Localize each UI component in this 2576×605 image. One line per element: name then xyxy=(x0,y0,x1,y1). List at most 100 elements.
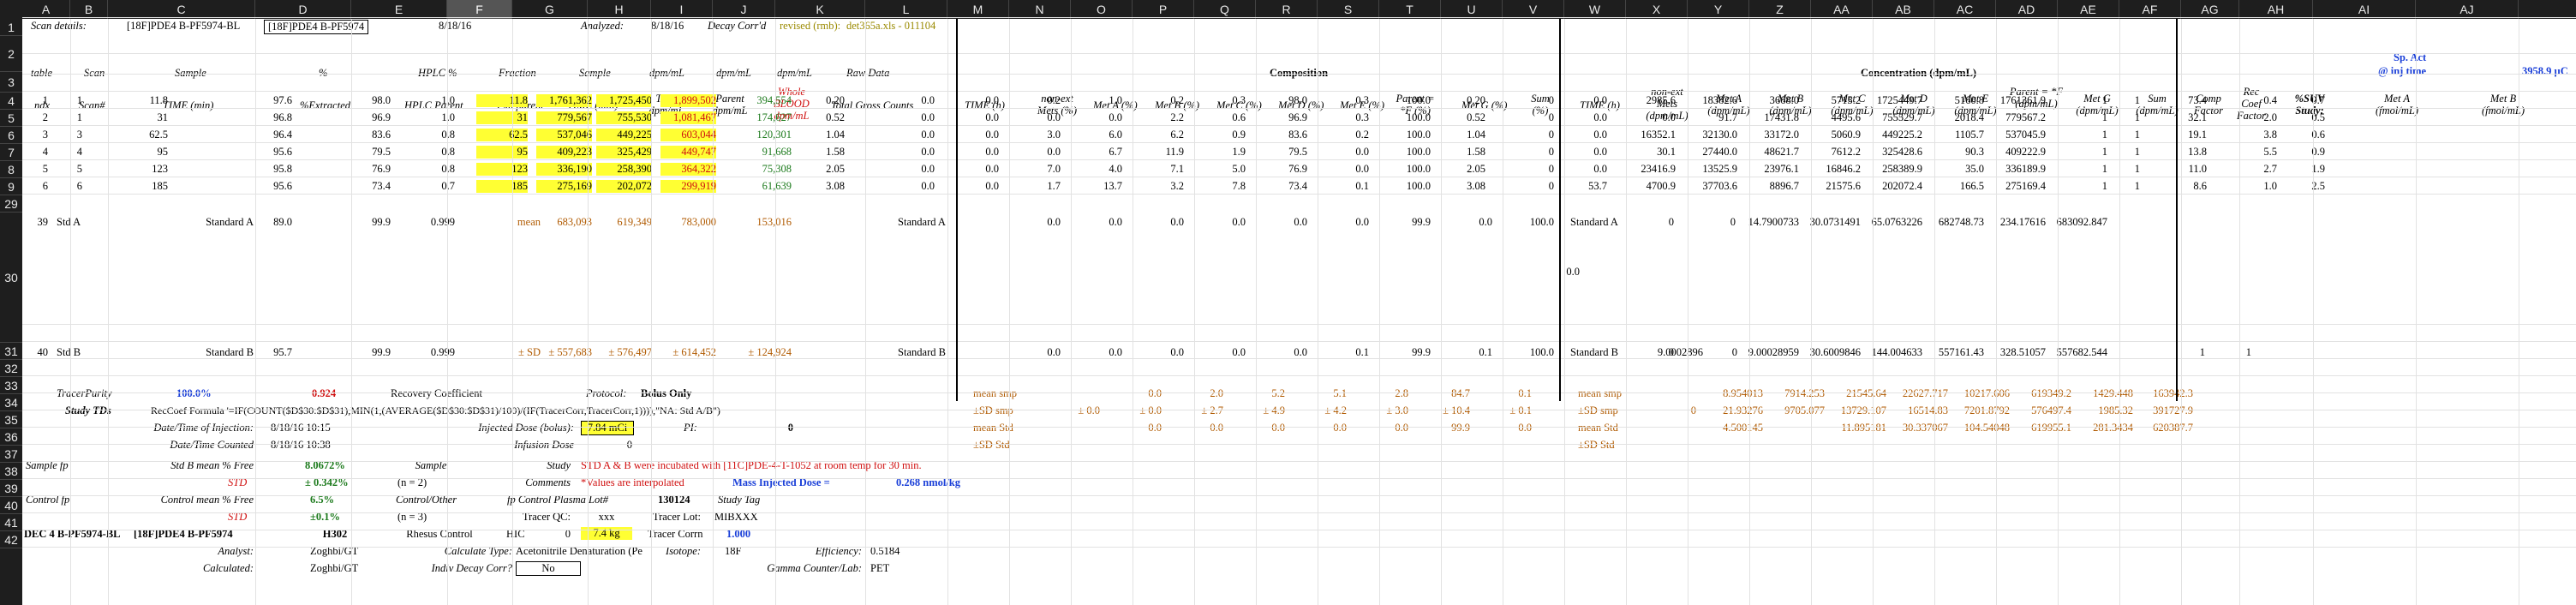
fp-lot-value[interactable]: 130124 xyxy=(658,494,690,506)
data-cell-r9-c5[interactable]: 0.7 xyxy=(441,180,455,192)
data-cell-r6-c19[interactable]: 0.2 xyxy=(1355,129,1369,141)
data-cell-r5-c1[interactable]: 1 xyxy=(76,111,82,123)
indiv-decay-value[interactable]: No xyxy=(516,561,581,576)
data-cell-r8-c34[interactable]: 2.7 xyxy=(2263,163,2277,175)
data-cell-r8-c4[interactable]: 76.9 xyxy=(372,163,391,175)
std-b-c24[interactable]: 0 xyxy=(1731,346,1737,358)
std-a-c14[interactable]: 0.0 xyxy=(1170,216,1184,228)
data-cell-r9-c15[interactable]: 13.7 xyxy=(1103,180,1122,192)
data-cell-r4-c30[interactable]: 1761361.9 xyxy=(1999,94,2046,106)
row-header-32[interactable]: 32 xyxy=(0,360,22,377)
data-cell-r9-c9[interactable]: 299,919 xyxy=(660,180,716,193)
data-cell-r9-c35[interactable]: 2.5 xyxy=(2311,180,2325,192)
std-a-c22[interactable]: 0 xyxy=(1668,216,1674,228)
data-cell-r8-c23[interactable]: 0.0 xyxy=(1593,163,1607,175)
data-cell-r5-c20[interactable]: 100.0 xyxy=(1406,111,1431,123)
conc-sd-smp-ae[interactable]: 391727.9 xyxy=(2153,404,2193,416)
data-cell-r9-c32[interactable]: 1 xyxy=(2134,180,2140,192)
conc-mean-smp-z[interactable]: 21545.64 xyxy=(1846,387,1886,399)
std-value-2[interactable]: ±0.1% xyxy=(310,511,340,523)
pi-value[interactable]: 0 xyxy=(787,422,793,434)
std-b-c13[interactable]: 0.0 xyxy=(1109,346,1122,358)
row-header-38[interactable]: 38 xyxy=(0,463,22,480)
data-cell-r4-c18[interactable]: 98.0 xyxy=(1288,94,1307,106)
data-cell-r7-c27[interactable]: 7612.2 xyxy=(1831,146,1861,158)
column-header-x[interactable]: X xyxy=(1626,0,1688,19)
std-b-mean-value[interactable]: 8.0672% xyxy=(305,459,345,471)
column-header-m[interactable]: M xyxy=(947,0,1009,19)
data-cell-r7-c13[interactable]: 0.0 xyxy=(985,146,999,158)
std-b-c25[interactable]: 9.00028959 xyxy=(1748,346,1799,358)
mean-std-t[interactable]: 99.9 xyxy=(1451,422,1470,434)
data-cell-r7-c4[interactable]: 79.5 xyxy=(372,146,391,158)
std-a-c21[interactable]: Standard A xyxy=(1570,216,1618,228)
column-header-ad[interactable]: AD xyxy=(1996,0,2058,19)
data-cell-r6-c28[interactable]: 449225.2 xyxy=(1882,129,1922,141)
data-cell-r8-c11[interactable]: 2.05 xyxy=(826,163,845,175)
column-header-t[interactable]: T xyxy=(1379,0,1441,19)
std-b-c16[interactable]: 0.0 xyxy=(1294,346,1307,358)
data-cell-r6-c11[interactable]: 1.04 xyxy=(826,129,845,141)
data-cell-r6-c5[interactable]: 0.8 xyxy=(441,129,455,141)
data-cell-r5-c30[interactable]: 779567.2 xyxy=(2005,111,2046,123)
sd-smp-o[interactable]: ± 0.0 xyxy=(1139,404,1162,416)
row-header-30[interactable]: 30 xyxy=(0,213,22,343)
gamma-value[interactable]: PET xyxy=(870,562,890,574)
std-b-c18[interactable]: 99.9 xyxy=(1412,346,1431,358)
column-header-ac[interactable]: AC xyxy=(1934,0,1996,19)
data-cell-r7-c24[interactable]: 30.1 xyxy=(1657,146,1676,158)
conc-mean-std-ac[interactable]: 619955.1 xyxy=(2031,422,2071,434)
data-cell-r9-c2[interactable]: 185 xyxy=(152,180,168,192)
data-cell-r5-c18[interactable]: 96.9 xyxy=(1288,111,1307,123)
data-cell-r6-c31[interactable]: 1 xyxy=(2101,129,2107,141)
column-header-w[interactable]: W xyxy=(1564,0,1626,19)
data-cell-r8-c28[interactable]: 258389.9 xyxy=(1882,163,1922,175)
conc-mean-std-x[interactable]: 4.500145 xyxy=(1723,422,1763,434)
conc-sd-smp-ab[interactable]: 7201.8792 xyxy=(1963,404,2010,416)
data-cell-r8-c13[interactable]: 0.0 xyxy=(985,163,999,175)
column-header-p[interactable]: P xyxy=(1133,0,1194,19)
data-cell-r5-c8[interactable]: 755,530 xyxy=(596,111,652,124)
data-cell-r8-c20[interactable]: 100.0 xyxy=(1406,163,1431,175)
std-a-c17[interactable]: 0.0 xyxy=(1355,216,1369,228)
mean-std-u[interactable]: 0.0 xyxy=(1518,422,1532,434)
std-b-c11[interactable]: Standard B xyxy=(898,346,946,358)
mean-smp-o[interactable]: 0.0 xyxy=(1148,387,1162,399)
data-cell-r8-c17[interactable]: 5.0 xyxy=(1232,163,1246,175)
tracer-purity-value[interactable]: 100.0% xyxy=(176,387,212,399)
data-cell-r5-c34[interactable]: 2.0 xyxy=(2263,111,2277,123)
row-header-33[interactable]: 33 xyxy=(0,377,22,394)
data-cell-r6-c20[interactable]: 100.0 xyxy=(1406,129,1431,141)
row-header-39[interactable]: 39 xyxy=(0,480,22,497)
data-cell-r9-c34[interactable]: 1.0 xyxy=(2263,180,2277,192)
data-cell-r9-c12[interactable]: 0.0 xyxy=(921,180,935,192)
row-header-29[interactable]: 29 xyxy=(0,195,22,213)
data-cell-r5-c0[interactable]: 2 xyxy=(42,111,48,123)
data-cell-r6-c24[interactable]: 16352.1 xyxy=(1641,129,1676,141)
row-header-8[interactable]: 8 xyxy=(0,161,22,178)
column-header-l[interactable]: L xyxy=(865,0,947,19)
data-cell-r7-c1[interactable]: 4 xyxy=(76,146,82,158)
data-cell-r4-c4[interactable]: 98.0 xyxy=(372,94,391,106)
data-cell-r6-c6[interactable]: 62.5 xyxy=(476,129,528,141)
conc-mean-std-z[interactable]: 11.895181 xyxy=(1841,422,1886,434)
date-inj-value[interactable]: 8/18/16 10:15 xyxy=(271,422,331,434)
std-b-c7[interactable]: ± 557,683 xyxy=(548,346,592,358)
column-header-s[interactable]: S xyxy=(1318,0,1379,19)
protocol-value[interactable]: Bolus Only xyxy=(641,387,692,399)
row-header-42[interactable]: 42 xyxy=(0,531,22,548)
data-cell-r9-c28[interactable]: 202072.4 xyxy=(1882,180,1922,192)
data-cell-r6-c26[interactable]: 33172.0 xyxy=(1764,129,1799,141)
mean-smp-u[interactable]: 0.1 xyxy=(1518,387,1532,399)
data-cell-r9-c14[interactable]: 1.7 xyxy=(1047,180,1061,192)
inj-dose-value[interactable]: 7.84 mCi xyxy=(581,421,634,435)
data-cell-r4-c33[interactable]: 73.4 xyxy=(2188,94,2207,106)
std-a-c10[interactable]: 153,016 xyxy=(756,216,792,228)
row-header-9[interactable]: 9 xyxy=(0,178,22,195)
data-cell-r6-c22[interactable]: 0 xyxy=(1548,129,1554,141)
data-cell-r7-c14[interactable]: 0.0 xyxy=(1047,146,1061,158)
mean-smp-p[interactable]: 2.0 xyxy=(1210,387,1223,399)
data-cell-r5-c13[interactable]: 0.0 xyxy=(985,111,999,123)
tracer-lot-value[interactable]: MIBXXX xyxy=(714,511,758,523)
data-cell-r4-c35[interactable]: 0.7 xyxy=(2311,94,2325,106)
